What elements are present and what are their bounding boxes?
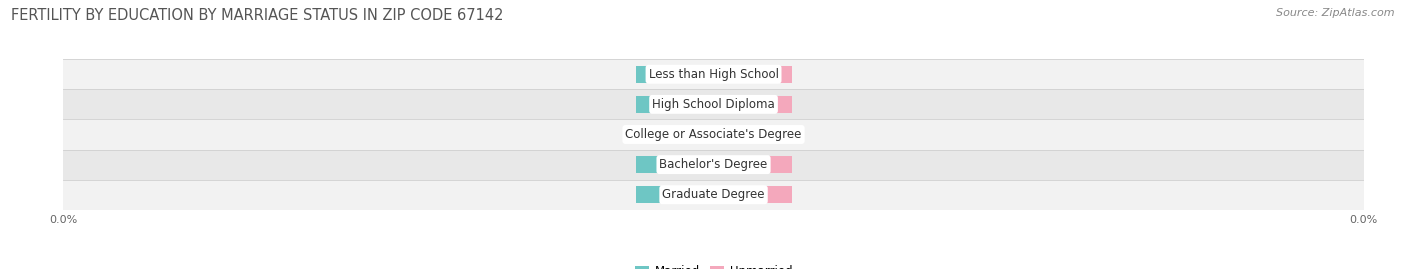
Bar [713, 186, 792, 203]
Bar [713, 66, 792, 83]
Bar [636, 126, 713, 143]
Bar [636, 156, 713, 173]
Bar [63, 150, 1364, 180]
Text: 0.0%: 0.0% [738, 69, 768, 79]
Text: Source: ZipAtlas.com: Source: ZipAtlas.com [1277, 8, 1395, 18]
Bar [63, 59, 1364, 89]
Text: 0.0%: 0.0% [738, 160, 768, 170]
Bar [713, 126, 792, 143]
Text: 0.0%: 0.0% [659, 190, 689, 200]
Text: 0.0%: 0.0% [659, 69, 689, 79]
Legend: Married, Unmarried: Married, Unmarried [630, 260, 797, 269]
Bar [713, 96, 792, 113]
Bar [63, 89, 1364, 119]
Bar [713, 156, 792, 173]
Text: 0.0%: 0.0% [659, 160, 689, 170]
Bar [636, 66, 713, 83]
Text: 0.0%: 0.0% [738, 99, 768, 109]
Bar [63, 180, 1364, 210]
Text: Bachelor's Degree: Bachelor's Degree [659, 158, 768, 171]
Text: Graduate Degree: Graduate Degree [662, 188, 765, 201]
Text: FERTILITY BY EDUCATION BY MARRIAGE STATUS IN ZIP CODE 67142: FERTILITY BY EDUCATION BY MARRIAGE STATU… [11, 8, 503, 23]
Bar [636, 186, 713, 203]
Bar [636, 96, 713, 113]
Text: 0.0%: 0.0% [659, 99, 689, 109]
Text: 0.0%: 0.0% [738, 129, 768, 140]
Text: High School Diploma: High School Diploma [652, 98, 775, 111]
Text: 0.0%: 0.0% [659, 129, 689, 140]
Text: 0.0%: 0.0% [738, 190, 768, 200]
Text: Less than High School: Less than High School [648, 68, 779, 81]
Text: College or Associate's Degree: College or Associate's Degree [626, 128, 801, 141]
Bar [63, 119, 1364, 150]
